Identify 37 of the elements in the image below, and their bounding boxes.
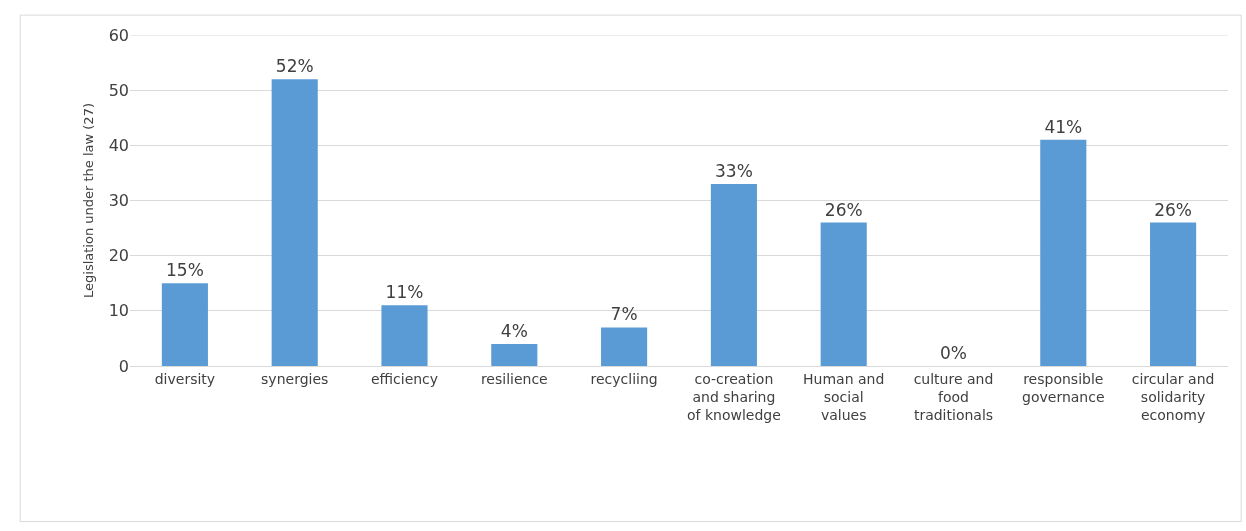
data-label: 26% (824, 199, 863, 220)
y-tick-label: 60 (108, 25, 129, 45)
bar (1040, 139, 1087, 366)
data-label: 33% (715, 160, 753, 181)
y-axis-title: Legislation under the law (27) (80, 103, 96, 298)
data-label: 11% (385, 282, 424, 303)
bar (820, 222, 867, 366)
bar (1150, 222, 1197, 366)
y-tick-label: 10 (108, 301, 129, 321)
bar (381, 305, 428, 366)
x-tick-label: culture and food traditionals (913, 370, 994, 424)
bar (601, 327, 648, 366)
y-tick-label: 50 (108, 80, 129, 100)
y-tick-label: 0 (118, 356, 129, 376)
data-label: 26% (1154, 199, 1192, 220)
data-label: 0% (940, 343, 967, 363)
y-tick-label: 20 (108, 246, 129, 266)
x-tick-label: Human and social values (803, 370, 885, 424)
data-label: 41% (1044, 116, 1083, 137)
bar (161, 283, 208, 366)
x-tick-label: efficiency (370, 370, 439, 387)
x-tick-label: responsible governance (1022, 370, 1105, 405)
data-label: 52% (275, 56, 314, 77)
data-label: 15% (166, 260, 204, 281)
x-tick-label: diversity (154, 370, 216, 387)
x-tick-label: resilience (480, 370, 548, 387)
x-tick-label: circular and solidarity economy (1131, 370, 1215, 424)
bar (491, 343, 538, 366)
bar (710, 183, 757, 366)
data-label: 7% (610, 304, 638, 325)
data-label: 4% (500, 320, 528, 341)
x-tick-label: recycliing (590, 370, 658, 387)
y-tick-label: 30 (108, 191, 129, 211)
x-tick-label: co-creation and sharing of knowledge (686, 370, 781, 424)
x-tick-label: synergies (261, 370, 329, 387)
bar (271, 79, 318, 366)
y-tick-label: 40 (108, 135, 129, 155)
